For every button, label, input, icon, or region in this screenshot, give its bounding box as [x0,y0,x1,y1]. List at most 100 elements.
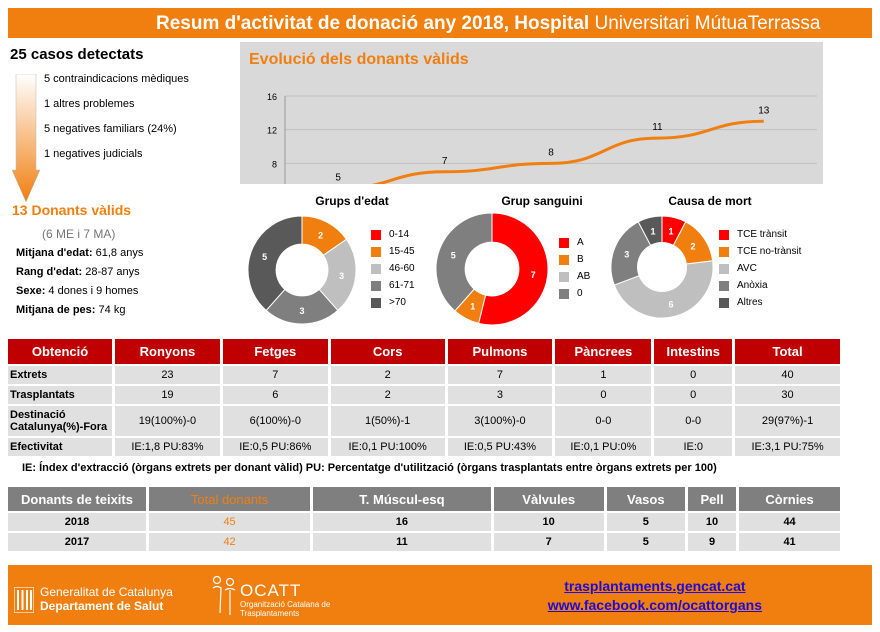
table-cell: 29(97%)-1 [735,406,840,436]
legend-item: 0 [559,285,590,302]
data-label: 1 [669,226,674,236]
ocatt-people-icon [212,575,236,615]
column-header: Donants de teixits [8,487,146,511]
pie-slice [247,215,303,312]
table-cell: 44 [739,513,840,531]
table-cell: 7 [222,366,328,384]
table-cell: 1 [555,366,652,384]
data-label: 2 [691,242,696,252]
table-cell: 0 [654,386,733,404]
evolution-chart: Evolució dels donants vàlids 48121620142… [240,42,823,184]
table-cell: 10 [687,513,737,531]
y-tick-label: 8 [272,159,277,169]
row-header: 2017 [8,533,146,551]
legend-label: A [577,237,584,248]
cases-item: 1 negatives judicials [44,148,143,160]
legend-swatch [371,229,381,240]
stat-value: 4 dones i 9 homes [48,285,139,297]
table-cell: IE:0,1 PU:100% [330,438,445,456]
legend-item: A [559,234,590,251]
down-arrow-icon [12,74,40,202]
table-cell: 5 [606,533,685,551]
ocatt-name: OCATT [240,581,302,600]
valid-donors-title: 13 Donants vàlids [12,202,132,218]
data-label: 7 [442,156,448,167]
data-label: 5 [335,173,341,184]
legend-label: 61-71 [389,280,415,291]
table-cell: 5 [606,513,685,531]
row-header: 2018 [8,513,146,531]
legend-item: Anòxia [719,277,801,294]
evolution-chart-title: Evolució dels donants vàlids [249,51,469,68]
table-header-row: Donants de teixits Total donants T. Músc… [8,487,840,511]
column-header: Intestins [654,339,733,364]
column-header: Pàncrees [555,339,652,364]
legend-label: AVC [737,263,757,274]
legend-item: TCE no-trànsit [719,243,801,260]
legend-label: Altres [737,297,763,308]
data-label: 3 [299,306,304,316]
department-name: Departament de Salut [40,599,164,613]
table-cell: 0 [555,386,652,404]
title-light: Universitari MútuaTerrassa [594,13,821,34]
table-cell: 10 [493,513,604,531]
stat-row: Sexe: 4 dones i 9 homes [16,284,143,303]
table-row: 2018 45 16 10 5 10 44 [8,513,840,531]
data-label: 1 [650,226,655,236]
table-cell: 3 [447,386,553,404]
stat-row: Mitjana d'edat: 61,8 anys [16,246,143,265]
legend-label: 0-14 [389,229,410,240]
legend-swatch [719,229,729,240]
column-header: Vàlvules [493,487,604,511]
facebook-link[interactable]: www.facebook.com/ocattorgans [547,597,762,613]
legend-swatch [559,237,569,248]
stat-row: Rang d'edat: 28-87 anys [16,265,143,284]
y-tick-label: 16 [267,92,277,102]
stat-value: 28-87 anys [85,266,140,278]
data-label: 1 [470,302,475,312]
legend-label: 46-60 [389,263,415,274]
stat-label: Mitjana de pes: [16,304,96,316]
legend-item: 15-45 [371,243,415,260]
legend-item: TCE trànsit [719,226,801,243]
table-row: Extrets 23 7 2 7 1 0 40 [8,366,840,384]
table-cell: IE:0,1 PU:0% [555,438,652,456]
legend-blood: A B AB 0 [559,234,590,302]
table-row: 2017 42 11 7 5 9 41 [8,533,840,551]
pie-slice [637,215,663,246]
data-label: 2 [318,231,323,241]
cases-panel: 25 casos detectats 5 contraindicacions m… [10,46,235,336]
legend-swatch [719,263,729,274]
table-cell: 2 [330,366,445,384]
column-header: Pell [687,487,737,511]
legend-label: TCE no-trànsit [737,246,802,257]
table-cell: 0-0 [555,406,652,436]
data-label: 11 [652,122,663,133]
table-cell: 6(100%)-0 [222,406,328,436]
legend-item: 0-14 [371,226,415,243]
generalitat-logo-icon [14,587,34,613]
table-cell: 9 [687,533,737,551]
column-header: Còrnies [739,487,840,511]
website-link[interactable]: trasplantaments.gencat.cat [564,578,746,594]
cases-item: 1 altres problemes [44,98,135,110]
legend-swatch [719,246,729,257]
data-label: 5 [262,252,267,262]
pie-title-death: Causa de mort [668,194,752,208]
legend-swatch [559,254,569,265]
table-cell: 16 [313,513,491,531]
cases-list: 5 contraindicacions mèdiques 1 altres pr… [44,72,189,172]
column-header: Obtenció [8,339,112,364]
page-title: Resum d'activitat de donació any 2018, H… [8,8,872,38]
table-cell: 1(50%)-1 [330,406,445,436]
legend-label: 0 [577,288,583,299]
generalitat-text: Generalitat de Catalunya Departament de … [40,585,173,613]
footer-links: trasplantaments.gencat.cat www.facebook.… [548,577,762,615]
legend-item: B [559,251,590,268]
pie-chart-age: 02335 [247,215,357,325]
table-cell: IE:3,1 PU:75% [735,438,840,456]
legend-swatch [371,246,381,257]
table-cell: 3(100%)-0 [447,406,553,436]
legend-item: 46-60 [371,260,415,277]
valid-donors-subtitle: (6 ME i 7 MA) [42,227,116,241]
